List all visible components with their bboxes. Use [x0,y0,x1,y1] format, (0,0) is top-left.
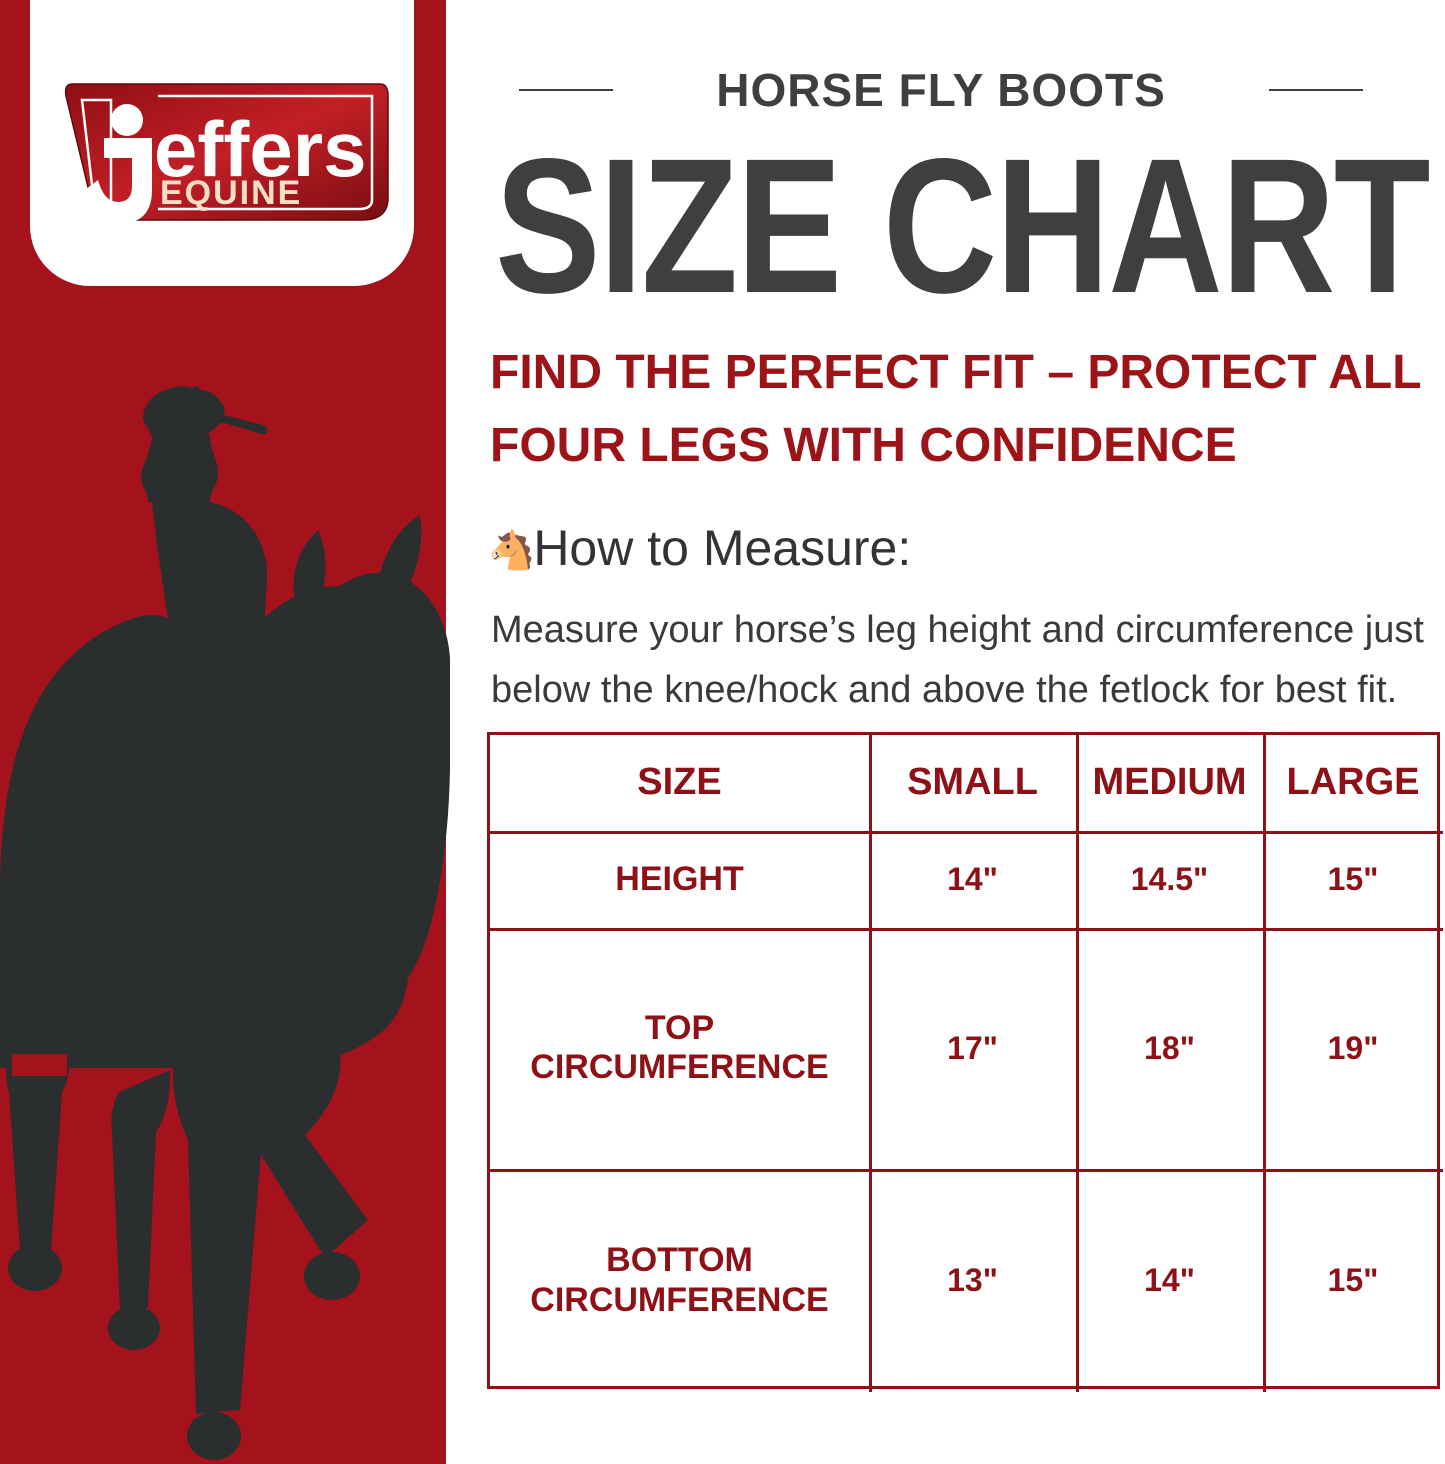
svg-text:EQUINE: EQUINE [160,174,302,212]
